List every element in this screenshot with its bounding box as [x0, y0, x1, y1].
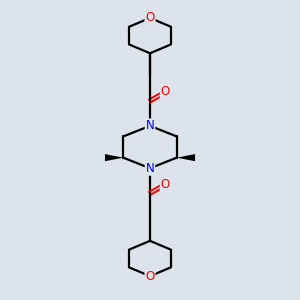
- Text: N: N: [146, 162, 154, 175]
- Text: O: O: [161, 178, 170, 191]
- Text: O: O: [161, 85, 170, 98]
- Polygon shape: [105, 154, 123, 161]
- Polygon shape: [177, 154, 195, 161]
- Text: O: O: [146, 270, 154, 283]
- Text: N: N: [146, 119, 154, 132]
- Text: O: O: [146, 11, 154, 24]
